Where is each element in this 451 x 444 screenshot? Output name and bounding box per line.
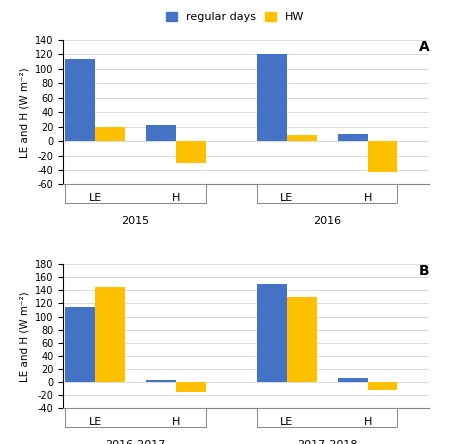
Text: H: H — [363, 417, 371, 427]
Text: H: H — [171, 417, 180, 427]
Bar — [65, 59, 95, 141]
Text: 2016-2017: 2016-2017 — [105, 440, 166, 444]
Text: H: H — [171, 417, 180, 427]
Text: LE: LE — [280, 193, 293, 203]
Text: 2017-2018: 2017-2018 — [296, 440, 357, 444]
Bar — [146, 380, 176, 382]
Bar — [65, 307, 95, 382]
Y-axis label: LE and H (W m⁻²): LE and H (W m⁻²) — [19, 291, 29, 381]
Legend: regular days, HW: regular days, HW — [163, 10, 306, 24]
Bar — [65, 184, 206, 203]
Text: H: H — [171, 193, 180, 203]
Bar — [95, 287, 125, 382]
Bar — [257, 408, 396, 427]
Text: 2016: 2016 — [313, 216, 341, 226]
Text: H: H — [363, 193, 371, 203]
Text: A: A — [418, 40, 428, 54]
Text: LE: LE — [88, 193, 101, 203]
Bar — [95, 127, 125, 141]
Bar — [176, 141, 206, 163]
Bar — [286, 135, 316, 141]
Y-axis label: LE and H (W m⁻²): LE and H (W m⁻²) — [19, 67, 29, 158]
Text: B: B — [418, 264, 428, 278]
Text: H: H — [363, 193, 371, 203]
Bar — [337, 134, 367, 141]
Bar — [337, 377, 367, 382]
Bar — [257, 284, 286, 382]
Bar — [146, 125, 176, 141]
Text: H: H — [171, 193, 180, 203]
Text: LE: LE — [88, 417, 101, 427]
Bar — [65, 408, 206, 427]
Bar — [286, 297, 316, 382]
Bar — [257, 184, 396, 203]
Text: H: H — [363, 417, 371, 427]
Bar — [367, 382, 396, 390]
Text: 2015: 2015 — [121, 216, 149, 226]
Bar — [257, 55, 286, 141]
Text: LE: LE — [280, 417, 293, 427]
Text: LE: LE — [280, 193, 293, 203]
Text: LE: LE — [88, 193, 101, 203]
Text: LE: LE — [88, 417, 101, 427]
Bar — [367, 141, 396, 172]
Bar — [176, 382, 206, 392]
Text: LE: LE — [280, 417, 293, 427]
